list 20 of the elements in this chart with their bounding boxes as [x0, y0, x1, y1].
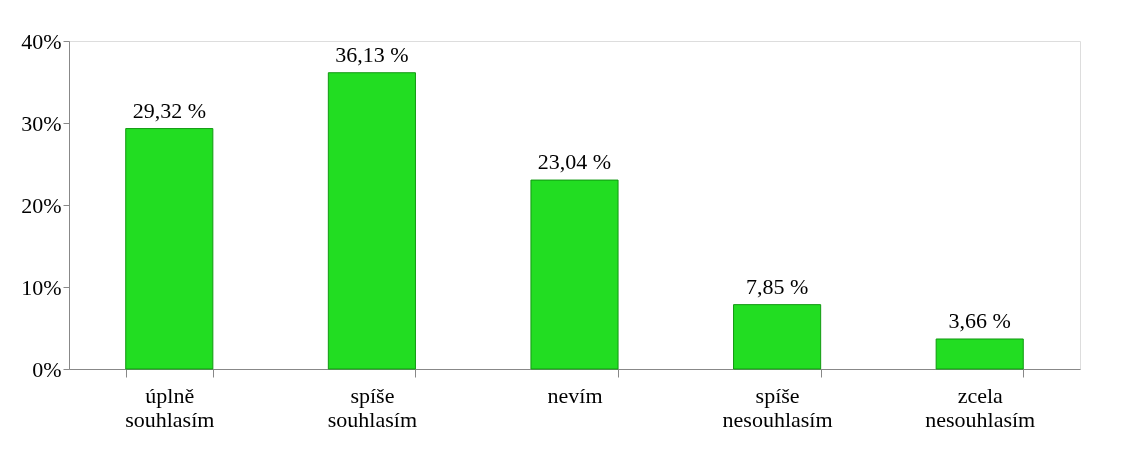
y-tick-label: 30%: [21, 110, 62, 136]
data-label: 36,13 %: [335, 41, 409, 67]
bar: [530, 179, 619, 370]
x-tick-label: úplně souhlasím: [125, 382, 215, 432]
data-label: 3,66 %: [948, 307, 1011, 333]
y-tick-label: 0%: [32, 356, 62, 382]
y-tick-label: 10%: [21, 274, 62, 300]
bar: [327, 72, 416, 370]
data-label: 23,04 %: [537, 149, 612, 175]
y-tick-label: 20%: [21, 192, 62, 218]
bar: [125, 128, 214, 370]
data-label: 29,32 %: [132, 97, 206, 123]
bar: [733, 304, 822, 370]
x-tick-label: nevím: [547, 382, 603, 408]
data-label: 7,85 %: [745, 273, 809, 299]
bar: [935, 338, 1024, 370]
x-tick-label: spíše souhlasím: [327, 382, 418, 432]
x-tick-label: zcela nesouhlasím: [925, 382, 1036, 432]
y-tick-label: 40%: [21, 28, 62, 54]
x-tick-label: spíše nesouhlasím: [722, 382, 833, 432]
